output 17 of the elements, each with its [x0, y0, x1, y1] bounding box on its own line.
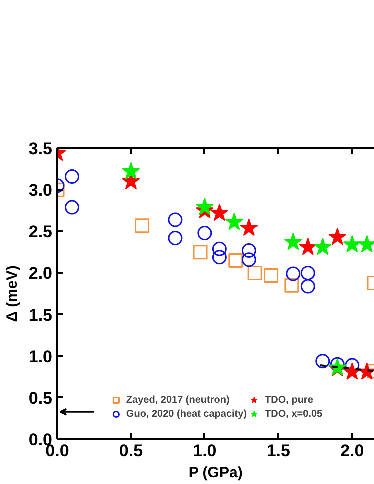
x-tick-label: 0.5 — [119, 442, 144, 460]
legend-label: TDO, pure — [265, 394, 314, 407]
legend-label: Zayed, 2017 (neutron) — [126, 394, 230, 407]
x-tick-label: 1.0 — [193, 442, 217, 460]
x-axis-title: P (GPa) — [188, 464, 243, 482]
legend-label: Guo, 2020 (heat capacity) — [126, 408, 248, 421]
y-tick-label: 2.0 — [28, 264, 53, 284]
x-tick-label: 1.5 — [266, 442, 290, 460]
y-tick-label: 0.5 — [28, 388, 53, 408]
y-tick-label: 3.0 — [28, 181, 53, 200]
y-axis-title: Δ (meV) — [4, 266, 21, 322]
y-tick-label: 2.5 — [28, 222, 53, 242]
y-tick-label: 1.0 — [28, 347, 53, 366]
x-tick-label: 2.0 — [340, 442, 364, 460]
legend-label: TDO, x=0.05 — [265, 408, 323, 421]
y-tick-label: 1.5 — [28, 306, 53, 325]
y-tick-label: 3.5 — [28, 140, 53, 158]
